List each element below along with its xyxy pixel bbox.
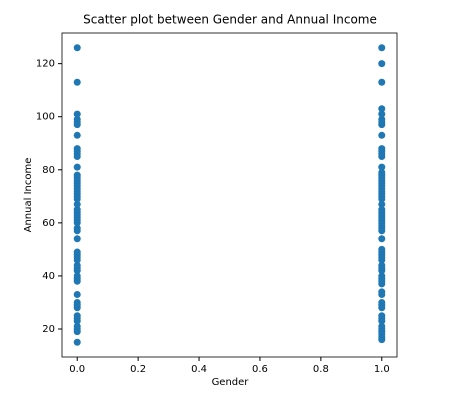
- point: [73, 312, 81, 320]
- point: [73, 224, 81, 232]
- point: [73, 200, 81, 208]
- point: [378, 298, 386, 306]
- y-tick-label: 80: [42, 165, 55, 176]
- point: [73, 206, 81, 214]
- point: [73, 44, 81, 52]
- point: [73, 261, 81, 269]
- point: [378, 115, 386, 123]
- x-tick-label: 1.0: [374, 364, 390, 375]
- point: [378, 261, 386, 269]
- point: [378, 312, 386, 320]
- point: [378, 245, 386, 253]
- point: [73, 235, 81, 243]
- point: [378, 78, 386, 86]
- x-tick-label: 0.2: [130, 364, 146, 375]
- point: [378, 206, 386, 214]
- chart-title: Scatter plot between Gender and Annual I…: [83, 13, 377, 27]
- point: [378, 288, 386, 296]
- y-tick-label: 40: [42, 271, 55, 282]
- point: [378, 145, 386, 153]
- point: [378, 60, 386, 68]
- point: [73, 248, 81, 256]
- y-axis-label: Annual Income: [23, 158, 34, 233]
- x-tick-label: 0.8: [313, 364, 329, 375]
- point: [378, 110, 386, 118]
- point: [73, 272, 81, 280]
- point: [73, 171, 81, 179]
- point: [378, 200, 386, 208]
- y-tick-label: 60: [42, 218, 55, 229]
- point: [73, 298, 81, 306]
- point: [73, 338, 81, 346]
- y-tick-label: 100: [36, 112, 55, 123]
- point: [73, 115, 81, 123]
- x-tick-label: 0.4: [191, 364, 207, 375]
- point: [378, 163, 386, 171]
- x-tick-label: 0.0: [69, 364, 85, 375]
- point: [378, 235, 386, 243]
- point: [73, 131, 81, 139]
- point: [73, 78, 81, 86]
- point: [378, 272, 386, 280]
- point: [73, 145, 81, 153]
- y-tick-label: 120: [36, 59, 55, 70]
- point: [73, 163, 81, 171]
- x-axis-label: Gender: [212, 377, 250, 388]
- x-tick-label: 0.6: [252, 364, 268, 375]
- point: [378, 322, 386, 330]
- point: [378, 44, 386, 52]
- y-tick-label: 20: [42, 324, 55, 335]
- point: [378, 105, 386, 113]
- point: [378, 131, 386, 139]
- point: [73, 322, 81, 330]
- point: [73, 110, 81, 118]
- plot-frame: [61, 32, 398, 358]
- point: [73, 291, 81, 299]
- point: [378, 168, 386, 176]
